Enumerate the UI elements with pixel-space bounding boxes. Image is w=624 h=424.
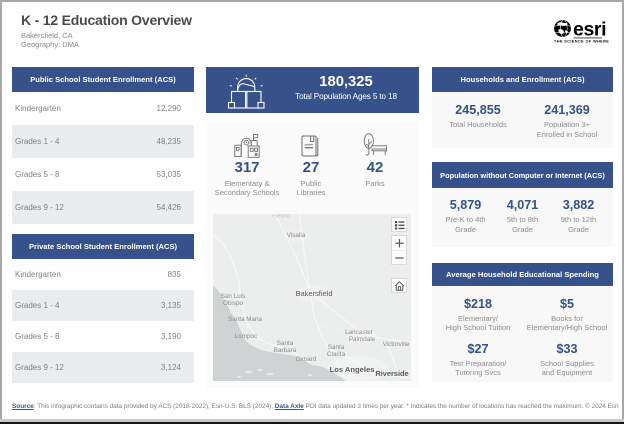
svg-text:Lancaster: Lancaster (345, 329, 373, 336)
svg-text:Lompoc: Lompoc (235, 333, 257, 340)
svg-text:THE SCIENCE OF WHERE: THE SCIENCE OF WHERE (554, 39, 609, 44)
svg-text:Clarita: Clarita (327, 351, 346, 358)
svg-text:Palmdale: Palmdale (349, 336, 376, 343)
svg-text:Riverside: Riverside (375, 369, 408, 378)
svg-text:Santa Maria: Santa Maria (228, 316, 262, 323)
svg-text:Santa: Santa (328, 344, 345, 351)
svg-text:San Luis: San Luis (221, 293, 246, 300)
svg-text:Bakersfield: Bakersfield (295, 289, 332, 298)
svg-text:esri: esri (573, 19, 606, 41)
svg-text:Visalia: Visalia (287, 232, 306, 239)
svg-text:Barbara: Barbara (274, 347, 297, 354)
svg-text:Fresno: Fresno (272, 214, 289, 220)
svg-text:Los Angeles: Los Angeles (330, 365, 375, 374)
svg-text:Santa: Santa (277, 340, 294, 347)
svg-text:Obispo: Obispo (223, 300, 243, 307)
svg-text:Victorville: Victorville (383, 341, 410, 348)
svg-text:Oxnard: Oxnard (296, 356, 317, 363)
